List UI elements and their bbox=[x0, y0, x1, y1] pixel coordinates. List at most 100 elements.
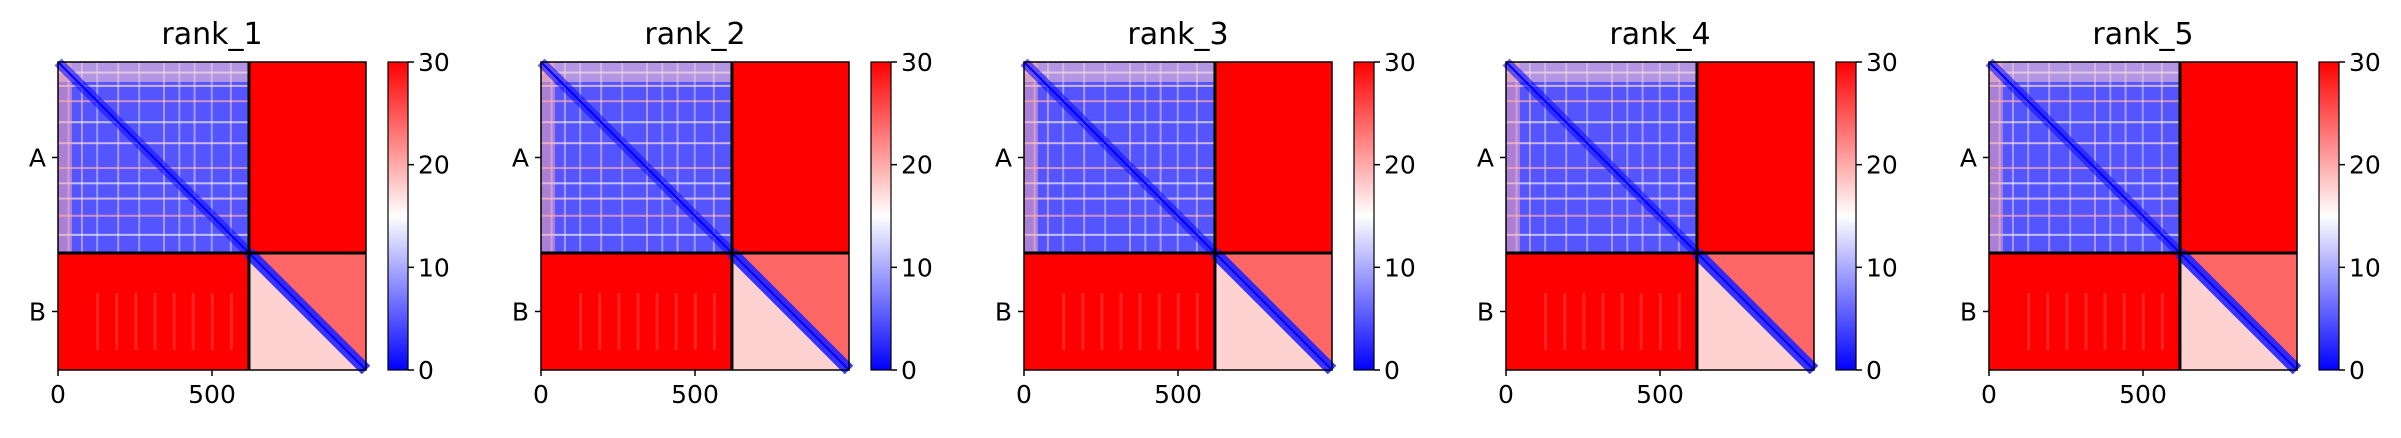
heatmap-streak bbox=[646, 62, 649, 253]
heatmap-streak bbox=[712, 292, 716, 350]
heatmap-streak bbox=[1024, 197, 1215, 200]
diagonal-line bbox=[540, 61, 850, 371]
heatmap-streak bbox=[1544, 292, 1548, 350]
heatmap-streak bbox=[1506, 84, 1697, 87]
colorbar-tick-label: 10 bbox=[1384, 253, 1416, 282]
heatmap-streak bbox=[693, 292, 697, 350]
heatmap-nterm-col bbox=[541, 62, 555, 253]
heatmap-streak bbox=[2141, 62, 2144, 253]
heatmap-streak bbox=[636, 292, 640, 350]
heatmap-streak bbox=[1989, 233, 2180, 236]
heatmap-streak bbox=[2103, 292, 2107, 350]
heatmap-nterm-col bbox=[1024, 62, 1038, 253]
pae-panel: rank_3 A B 0 500 0 10 20 30 bbox=[995, 17, 1416, 409]
heatmap-streak bbox=[117, 62, 120, 253]
colorbar bbox=[2318, 61, 2340, 371]
colorbar-tick-label: 20 bbox=[1384, 151, 1416, 180]
heatmap-streak bbox=[229, 62, 232, 253]
heatmap-streak bbox=[2124, 62, 2127, 253]
heatmap-streak bbox=[1506, 233, 1697, 236]
heatmap-streak bbox=[1100, 292, 1104, 350]
heatmap-streak bbox=[1989, 214, 2180, 217]
heatmap-streak bbox=[1544, 62, 1547, 253]
heatmap-streak bbox=[153, 292, 157, 350]
colorbar-tick-label: 10 bbox=[901, 253, 933, 282]
heatmap-streak bbox=[1176, 292, 1180, 350]
colorbar-tick-label: 30 bbox=[1866, 48, 1898, 77]
heatmap-streak bbox=[2027, 62, 2030, 253]
heatmap-streak bbox=[1195, 292, 1199, 350]
y-tick-label: B bbox=[1960, 297, 1977, 326]
heatmap-streak bbox=[1658, 62, 1661, 253]
heatmap-streak bbox=[2069, 62, 2072, 253]
x-tick-label: 500 bbox=[188, 380, 236, 409]
heatmap-streak bbox=[1062, 292, 1066, 350]
heatmap-streak bbox=[1083, 62, 1086, 253]
colorbar-tick-label: 0 bbox=[1866, 356, 1882, 385]
heatmap-streak bbox=[80, 62, 83, 253]
heatmap-streak bbox=[58, 214, 249, 217]
heatmap-streak bbox=[2094, 62, 2097, 253]
heatmap-nterm-col bbox=[1506, 62, 1520, 253]
heatmap-streak bbox=[1024, 233, 1215, 236]
heatmap-streak bbox=[1506, 142, 1697, 145]
colorbar bbox=[1835, 61, 1857, 371]
heatmap-streak bbox=[1157, 292, 1161, 350]
heatmap-streak bbox=[1989, 182, 2180, 185]
colorbar-tick-label: 20 bbox=[1866, 151, 1898, 180]
heatmap-streak bbox=[1639, 292, 1643, 350]
heatmap-streak bbox=[1611, 62, 1614, 253]
heatmap-streak bbox=[1024, 214, 1215, 217]
panel-title: rank_4 bbox=[1609, 17, 1710, 52]
heatmap-streak bbox=[58, 182, 249, 185]
heatmap-streak bbox=[2122, 292, 2126, 350]
panel-title: rank_3 bbox=[1127, 17, 1228, 52]
heatmap-streak bbox=[579, 292, 583, 350]
heatmap-nterm-row bbox=[58, 62, 249, 82]
heatmap-streak bbox=[541, 233, 732, 236]
heatmap-streak bbox=[1582, 292, 1586, 350]
colorbar-tick-label: 20 bbox=[2349, 151, 2381, 180]
heatmap-streak bbox=[1677, 62, 1680, 253]
heatmap-streak bbox=[1195, 62, 1198, 253]
heatmap-streak bbox=[1506, 214, 1697, 217]
heatmap-streak bbox=[1565, 62, 1568, 253]
x-tick-label: 500 bbox=[1154, 380, 1202, 409]
heatmap-nterm-col bbox=[58, 62, 72, 253]
heatmap-nterm-row bbox=[1506, 62, 1697, 82]
heatmap-streak bbox=[193, 62, 196, 253]
heatmap-streak bbox=[1024, 100, 1215, 103]
x-tick-label: 0 bbox=[1981, 380, 1997, 409]
heatmap-nterm-row bbox=[1024, 62, 1215, 82]
heatmap-streak bbox=[1506, 167, 1697, 170]
x-tick-label: 500 bbox=[671, 380, 719, 409]
heatmap-streak bbox=[2084, 292, 2088, 350]
heatmap-streak bbox=[541, 167, 732, 170]
heatmap-streak bbox=[541, 214, 732, 217]
heatmap-streak bbox=[712, 62, 715, 253]
heatmap-streak bbox=[1989, 84, 2180, 87]
heatmap-streak bbox=[1658, 292, 1662, 350]
diagonal-line bbox=[1023, 61, 1333, 371]
heatmap-streak bbox=[1081, 292, 1085, 350]
heatmap-streak bbox=[96, 62, 99, 253]
pae-panel: rank_4 A B 0 500 0 10 20 30 bbox=[1477, 17, 1898, 409]
heatmap-streak bbox=[2160, 292, 2164, 350]
heatmap-streak bbox=[191, 292, 195, 350]
heatmap-streak bbox=[1626, 62, 1629, 253]
heatmap-streak bbox=[1129, 62, 1132, 253]
heatmap-streak bbox=[1506, 197, 1697, 200]
heatmap-streak bbox=[1506, 100, 1697, 103]
heatmap-streak bbox=[1641, 62, 1644, 253]
y-tick-label: A bbox=[1477, 143, 1494, 172]
heatmap-streak bbox=[1176, 62, 1179, 253]
heatmap-streak bbox=[617, 292, 621, 350]
heatmap-streak bbox=[541, 182, 732, 185]
colorbar-tick-label: 30 bbox=[418, 48, 450, 77]
y-tick-label: A bbox=[1960, 143, 1977, 172]
heatmap-streak bbox=[1024, 182, 1215, 185]
heatmap-streak bbox=[541, 100, 732, 103]
heatmap-streak bbox=[621, 62, 624, 253]
heatmap-streak bbox=[693, 62, 696, 253]
